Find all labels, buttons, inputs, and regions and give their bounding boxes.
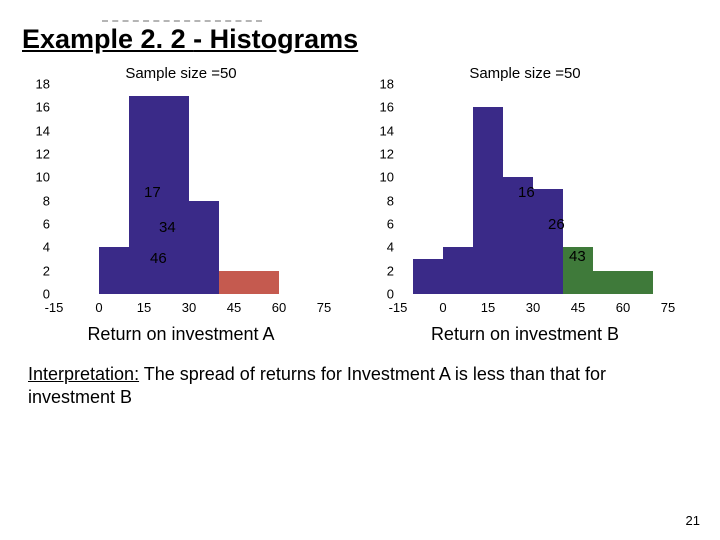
histogram-bar (443, 247, 473, 294)
xtick: 45 (227, 300, 241, 315)
callout-number: 17 (144, 184, 161, 201)
xtick: 15 (137, 300, 151, 315)
interpretation: Interpretation: The spread of returns fo… (28, 363, 688, 410)
xtick: 0 (439, 300, 446, 315)
xtick: 15 (481, 300, 495, 315)
ytick: 12 (370, 147, 394, 162)
ytick: 10 (370, 170, 394, 185)
callout-number: 43 (569, 248, 586, 265)
chart-a: 181614121086420 173446 -1501530456075 (26, 84, 336, 320)
callout-number: 26 (548, 216, 565, 233)
chart-a-xaxis: -1501530456075 (54, 298, 324, 320)
callout-number: 46 (150, 250, 167, 267)
chart-a-axis-title: Return on investment A (87, 324, 274, 345)
chart-b-plot: 16 2643 (398, 84, 668, 294)
ytick: 16 (26, 100, 50, 115)
histogram-bar (99, 247, 129, 294)
ytick: 2 (370, 263, 394, 278)
interpretation-label: Interpretation: (28, 364, 139, 384)
xtick: 75 (317, 300, 331, 315)
chart-b-yaxis: 181614121086420 (370, 84, 396, 294)
xtick: 75 (661, 300, 675, 315)
page-number: 21 (686, 513, 700, 528)
ytick: 2 (26, 263, 50, 278)
histogram-bar (189, 201, 219, 294)
histogram-bar (249, 271, 279, 294)
chart-b: 181614121086420 162643 -1501530456075 (370, 84, 680, 320)
ytick: 8 (26, 193, 50, 208)
ytick: 14 (26, 123, 50, 138)
ytick: 8 (370, 193, 394, 208)
ytick: 10 (26, 170, 50, 185)
ytick: 6 (370, 217, 394, 232)
slide-title: Example 2. 2 - Histograms (22, 24, 698, 55)
ytick: 18 (370, 77, 394, 92)
xtick: 30 (526, 300, 540, 315)
xtick: 60 (616, 300, 630, 315)
callout-number: 16 (518, 184, 535, 201)
chart-a-yaxis: 181614121086420 (26, 84, 52, 294)
ytick: 16 (370, 100, 394, 115)
chart-b-wrap: Sample size =50 18 16 14 12 10 8 6 4 2 0 16 2643 -… (370, 65, 680, 345)
ytick: 14 (370, 123, 394, 138)
chart-a-plot: 17 34 46 (54, 84, 324, 294)
chart-a-title: Sample size =50 (125, 65, 236, 82)
xtick: 0 (95, 300, 102, 315)
ytick: 12 (26, 147, 50, 162)
histogram-bar (593, 271, 623, 294)
histogram-bar (533, 189, 563, 294)
histogram-bar (473, 107, 503, 294)
chart-b-title: Sample size =50 (469, 65, 580, 82)
chart-b-xaxis: -1501530456075 (398, 298, 668, 320)
ytick: 18 (26, 77, 50, 92)
histogram-bar (413, 259, 443, 294)
histogram-bar (623, 271, 653, 294)
chart-b-axis-title: Return on investment B (431, 324, 619, 345)
title-right: - Histograms (193, 24, 358, 54)
xtick: 45 (571, 300, 585, 315)
title-dash-decor (102, 8, 262, 22)
histogram-bar (219, 271, 249, 294)
xtick: -15 (389, 300, 408, 315)
ytick: 4 (370, 240, 394, 255)
xtick: 60 (272, 300, 286, 315)
ytick: 4 (26, 240, 50, 255)
title-left: Example 2. 2 (22, 24, 193, 54)
chart-a-wrap: Sample size =50 18 16 14 12 10 8 6 4 2 0 17 34 46 -… (26, 65, 336, 345)
xtick: 30 (182, 300, 196, 315)
xtick: -15 (45, 300, 64, 315)
ytick: 6 (26, 217, 50, 232)
callout-number: 34 (159, 219, 176, 236)
